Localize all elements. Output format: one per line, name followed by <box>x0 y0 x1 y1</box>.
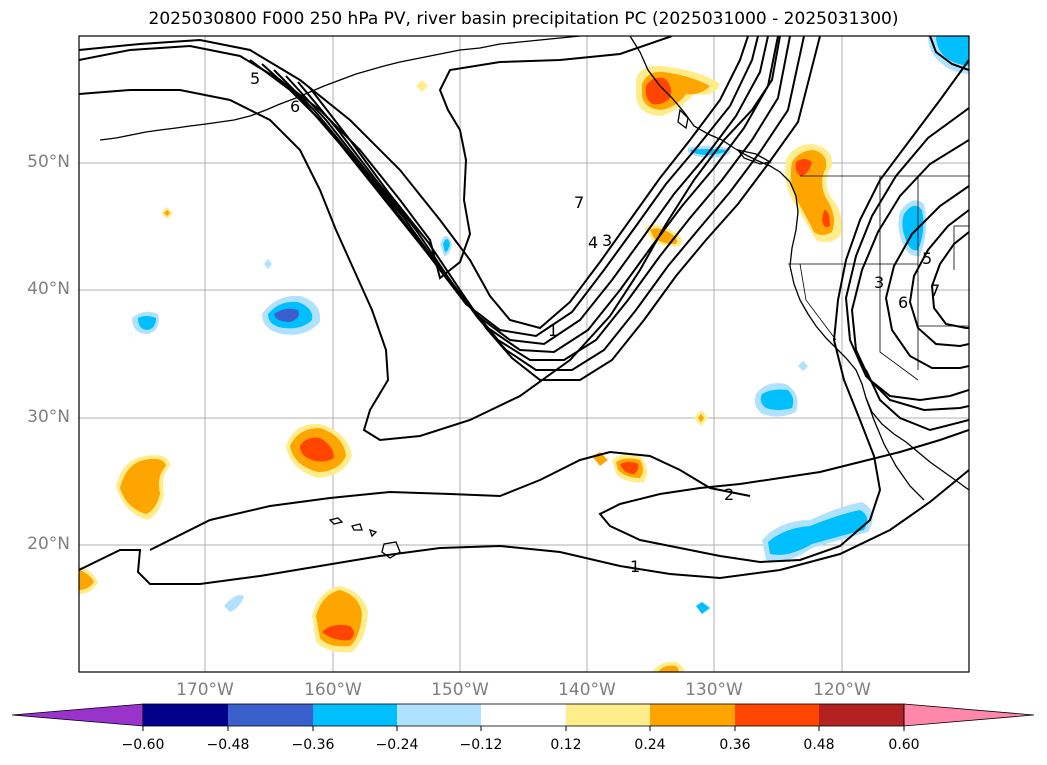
contour-label: 6 <box>290 97 300 116</box>
colorbar-extend-high <box>903 703 1035 727</box>
map-frame <box>79 36 969 672</box>
contour-label: 7 <box>930 281 940 300</box>
lon-label: 140°W <box>558 680 616 700</box>
contour-label: 5 <box>922 249 932 268</box>
lat-label: 20°N <box>27 534 70 554</box>
contour-label: 4 <box>588 233 598 252</box>
colorbar-segment <box>481 704 566 726</box>
colorbar-segment <box>143 704 228 726</box>
map-title: 2025030800 F000 250 hPa PV, river basin … <box>148 9 899 29</box>
contour-label: 1 <box>548 321 558 340</box>
pv-contour-7 <box>261 36 769 346</box>
colorbar-tick-label: −0.24 <box>375 737 419 753</box>
colorbar-tick-label: 0.48 <box>803 737 835 753</box>
lon-label: 130°W <box>685 680 743 700</box>
colorbar-tick-label: 0.60 <box>888 737 920 753</box>
colorbar-segment <box>228 704 313 726</box>
colorbar-segment <box>650 704 735 726</box>
pv-contour-5 <box>79 36 749 330</box>
lon-label: 120°W <box>813 680 871 700</box>
lon-label: 150°W <box>431 680 489 700</box>
contour-label: 6 <box>898 293 908 312</box>
pv-contour-trough <box>79 36 781 442</box>
contour-label: 5 <box>250 69 260 88</box>
state-borders <box>788 175 969 381</box>
lon-label: 160°W <box>304 680 362 700</box>
contour-label: 3 <box>602 231 612 250</box>
colorbar-tick-label: 0.12 <box>550 737 582 753</box>
contour-label: 3 <box>874 273 884 292</box>
colorbar-tick-label: −0.60 <box>121 737 165 753</box>
precip-anomaly-areas <box>79 36 969 672</box>
lat-label: 50°N <box>27 152 70 172</box>
lon-label: 170°W <box>176 680 234 700</box>
colorbar-segment <box>313 704 397 726</box>
colorbar-segment <box>735 704 819 726</box>
lat-label: 30°N <box>27 407 70 427</box>
colorbar-tick-label: −0.48 <box>206 737 250 753</box>
contour-label: 2 <box>724 485 734 504</box>
lat-label: 40°N <box>27 279 70 299</box>
colorbar-extend-low <box>11 703 144 727</box>
colorbar-segment <box>819 704 904 726</box>
colorbar-tick-label: 0.36 <box>719 737 751 753</box>
contour-labels: 5 6 7 4 3 1 2 1 3 5 6 7 <box>250 69 940 576</box>
pv-contours <box>79 36 969 585</box>
colorbar-segment <box>397 704 481 726</box>
contour-label: 1 <box>630 557 640 576</box>
map-border <box>78 35 970 673</box>
contour-label: 7 <box>574 193 584 212</box>
pv-contour-1-south <box>79 469 969 585</box>
pv-contour-2 <box>149 450 751 551</box>
colorbar <box>11 703 1035 731</box>
colorbar-segment <box>566 704 650 726</box>
colorbar-tick-label: −0.36 <box>291 737 335 753</box>
colorbar-tick-label: 0.24 <box>634 737 666 753</box>
colorbar-tick-label: −0.12 <box>459 737 503 753</box>
